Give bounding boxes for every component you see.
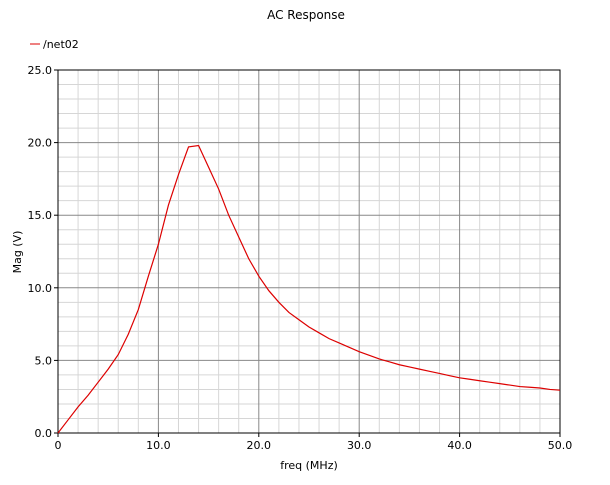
x-tick-label: 50.0 — [548, 439, 573, 452]
series-line-net02[interactable] — [57, 144, 561, 434]
legend[interactable]: /net02 — [30, 38, 79, 51]
y-tick-label: 15.0 — [28, 209, 53, 222]
x-tick-label: 40.0 — [447, 439, 472, 452]
chart-title: AC Response — [267, 8, 345, 22]
series-layer — [57, 144, 561, 434]
x-tick-label: 30.0 — [347, 439, 372, 452]
y-tick-label: 20.0 — [28, 137, 53, 150]
y-axis-ticks: 0.0 5.0 10.0 15.0 20.0 25.0 — [28, 64, 58, 440]
minor-grid — [58, 70, 560, 433]
x-axis-ticks: 0 10.0 20.0 30.0 40.0 50.0 — [55, 433, 573, 452]
y-tick-label: 10.0 — [28, 282, 53, 295]
y-tick-label: 0.0 — [35, 427, 53, 440]
y-axis-label: Mag (V) — [11, 231, 24, 274]
y-tick-label: 25.0 — [28, 64, 53, 77]
legend-label-net02: /net02 — [43, 38, 79, 51]
x-tick-label: 0 — [55, 439, 62, 452]
x-tick-label: 10.0 — [146, 439, 171, 452]
x-axis-label: freq (MHz) — [280, 459, 338, 472]
major-grid — [58, 70, 560, 433]
x-tick-label: 20.0 — [247, 439, 272, 452]
plot-area[interactable] — [57, 69, 561, 434]
y-tick-label: 5.0 — [35, 354, 53, 367]
